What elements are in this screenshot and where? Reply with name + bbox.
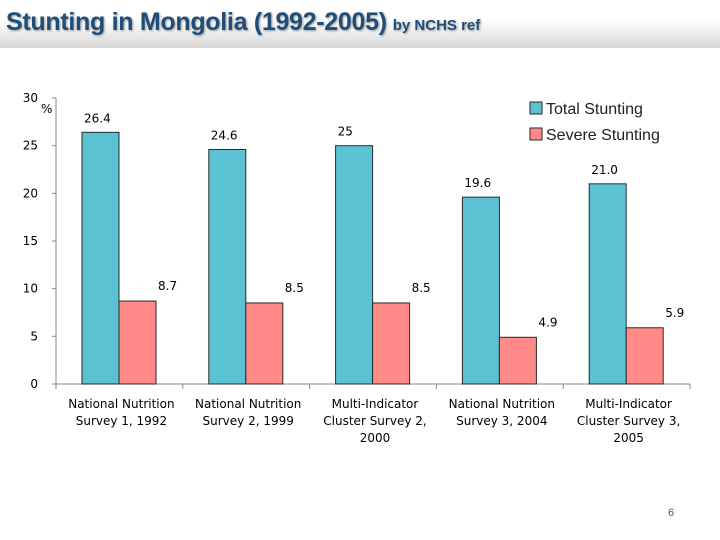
title-bar: Stunting in Mongolia (1992-2005) by NCHS … bbox=[0, 0, 720, 48]
y-tick-label: 15 bbox=[23, 234, 38, 248]
x-category-label: National Nutrition bbox=[68, 397, 174, 411]
slide-title-main: Stunting in Mongolia (1992-2005) bbox=[6, 8, 387, 36]
slide-title-suffix: by NCHS ref bbox=[392, 17, 481, 34]
x-category-label: Cluster Survey 3, bbox=[577, 414, 680, 428]
legend-label: Severe Stunting bbox=[546, 127, 660, 144]
x-category-label: 2005 bbox=[613, 431, 644, 445]
x-category-label: 2000 bbox=[360, 431, 391, 445]
total-stunting-value-label: 25 bbox=[338, 125, 353, 139]
y-tick-label: 10 bbox=[23, 282, 38, 296]
x-category-label: National Nutrition bbox=[195, 397, 301, 411]
severe-stunting-value-label: 4.9 bbox=[538, 315, 557, 329]
legend-swatch bbox=[529, 127, 543, 141]
x-category-label: Multi-Indicator bbox=[332, 397, 419, 411]
x-category-label: Survey 1, 1992 bbox=[76, 414, 167, 428]
page-number: 6 bbox=[668, 507, 675, 519]
x-category-label: Multi-Indicator bbox=[585, 397, 672, 411]
total-stunting-value-label: 26.4 bbox=[84, 111, 111, 125]
legend-label: Total Stunting bbox=[546, 101, 643, 118]
y-tick-label: 5 bbox=[30, 329, 38, 343]
severe-stunting-value-label: 8.5 bbox=[285, 281, 304, 295]
y-tick-label: 25 bbox=[23, 139, 38, 153]
legend-swatch bbox=[529, 101, 543, 115]
severe-stunting-bar bbox=[625, 327, 664, 385]
total-stunting-bar bbox=[81, 131, 120, 385]
total-stunting-bar bbox=[588, 183, 627, 385]
total-stunting-bar bbox=[335, 145, 374, 385]
severe-stunting-bar bbox=[372, 302, 411, 385]
x-category-label: National Nutrition bbox=[449, 397, 555, 411]
severe-stunting-value-label: 8.7 bbox=[158, 279, 177, 293]
total-stunting-bar bbox=[461, 196, 500, 385]
severe-stunting-bar bbox=[118, 300, 157, 385]
total-stunting-value-label: 24.6 bbox=[211, 128, 238, 142]
severe-stunting-value-label: 8.5 bbox=[412, 281, 431, 295]
slide-title: Stunting in Mongolia (1992-2005) by NCHS … bbox=[6, 8, 480, 37]
y-tick-label: 0 bbox=[30, 377, 38, 391]
x-category-label: Cluster Survey 2, bbox=[323, 414, 426, 428]
total-stunting-bar bbox=[208, 148, 247, 385]
severe-stunting-bar bbox=[498, 336, 537, 385]
severe-stunting-bar bbox=[245, 302, 284, 385]
x-category-label: Survey 3, 2004 bbox=[456, 414, 547, 428]
severe-stunting-value-label: 5.9 bbox=[665, 306, 684, 320]
y-tick-label: 30 bbox=[23, 91, 38, 105]
y-tick-label: 20 bbox=[23, 186, 38, 200]
total-stunting-value-label: 21.0 bbox=[591, 163, 618, 177]
total-stunting-value-label: 19.6 bbox=[464, 176, 491, 190]
x-category-label: Survey 2, 1999 bbox=[203, 414, 294, 428]
y-axis-unit-label: % bbox=[41, 102, 52, 116]
